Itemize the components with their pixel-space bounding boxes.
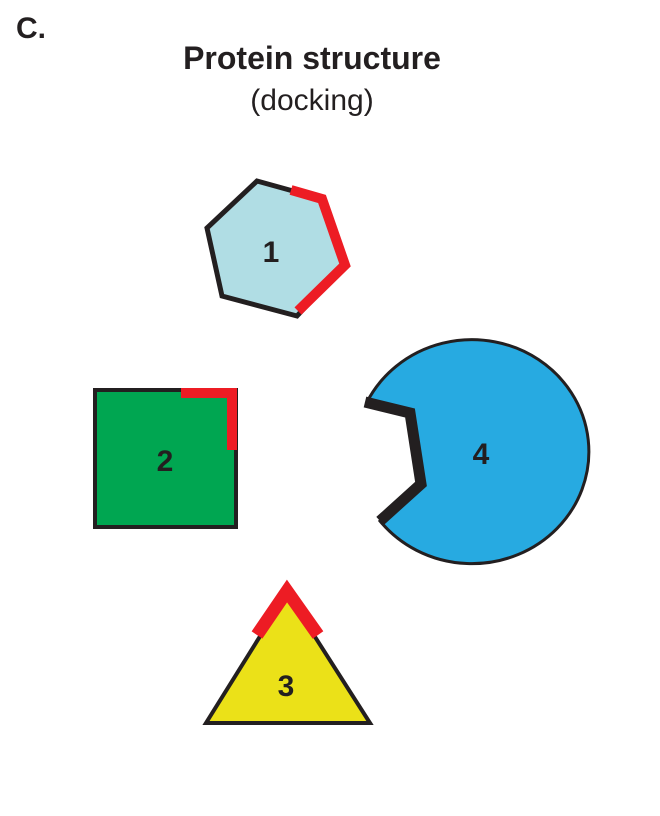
circle-notch-outline bbox=[363, 396, 427, 526]
triangle-binding-site bbox=[251, 579, 324, 639]
square-binding-site bbox=[181, 388, 237, 450]
hexagon-binding-site bbox=[289, 185, 351, 315]
circle-protein-4: 4 bbox=[363, 338, 591, 566]
triangle-shape bbox=[202, 589, 374, 725]
hexagon-label: 1 bbox=[263, 236, 280, 269]
square-shape bbox=[93, 388, 238, 529]
hexagon-protein-1: 1 bbox=[204, 178, 351, 319]
square-protein-2: 2 bbox=[93, 388, 238, 529]
diagram-subtitle: (docking) bbox=[250, 84, 374, 117]
circle-label: 4 bbox=[473, 438, 490, 471]
circle-shape bbox=[364, 338, 591, 566]
triangle-label: 3 bbox=[278, 670, 295, 703]
square-label: 2 bbox=[157, 445, 174, 478]
diagram-title: Protein structure bbox=[183, 40, 441, 76]
triangle-protein-3: 3 bbox=[202, 579, 374, 725]
panel-label: C. bbox=[16, 12, 46, 45]
